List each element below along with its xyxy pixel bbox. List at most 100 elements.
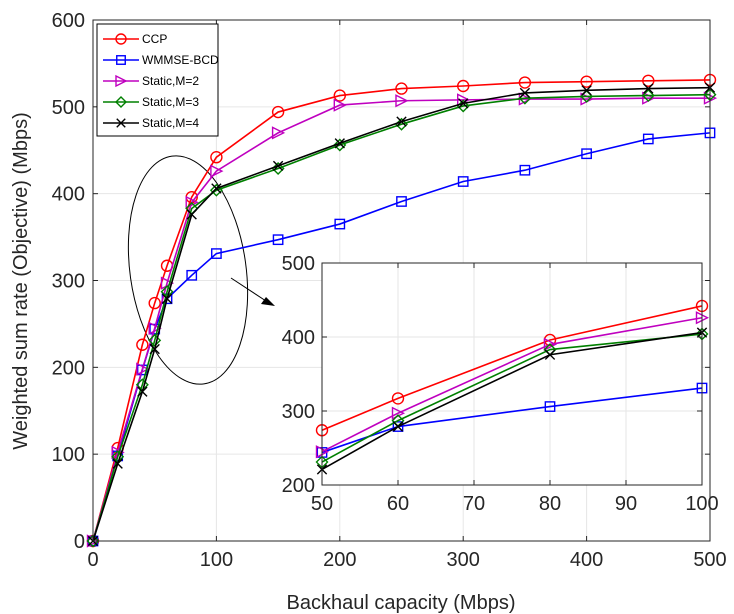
legend-marker bbox=[115, 74, 128, 88]
data-point bbox=[186, 209, 197, 220]
legend-marker bbox=[116, 55, 126, 65]
x-tick-label: 400 bbox=[570, 549, 603, 571]
series-line-3 bbox=[92, 93, 711, 542]
data-point bbox=[136, 338, 149, 351]
data-point bbox=[333, 138, 347, 152]
inset-y-tick-label: 400 bbox=[282, 327, 315, 349]
legend-label: WMMSE-BCD bbox=[142, 53, 219, 67]
data-point bbox=[642, 133, 654, 145]
data-point bbox=[271, 105, 285, 119]
data-point bbox=[396, 116, 407, 127]
legend-label: Static,M=3 bbox=[142, 95, 199, 109]
inset-y-tick-label: 300 bbox=[282, 401, 315, 423]
data-point bbox=[580, 75, 593, 88]
data-point bbox=[149, 343, 160, 355]
data-point bbox=[581, 148, 592, 160]
data-point bbox=[395, 94, 409, 108]
inset-series bbox=[315, 299, 710, 475]
data-point bbox=[333, 98, 347, 112]
inset-data-point bbox=[392, 421, 404, 432]
y-axis-title: Weighted sum rate (Objective) (Mbps) bbox=[10, 112, 32, 450]
data-point bbox=[458, 98, 469, 109]
data-point bbox=[148, 296, 161, 310]
inset-series-line-3 bbox=[321, 333, 703, 463]
x-tick-label: 100 bbox=[200, 549, 233, 571]
legend-marker bbox=[116, 118, 126, 128]
zoom-arrowhead bbox=[261, 297, 275, 306]
series-line-2 bbox=[92, 97, 710, 542]
inset-series-line-4 bbox=[321, 331, 703, 471]
data-point bbox=[148, 321, 162, 335]
inset-area bbox=[322, 263, 702, 485]
inset-x-tick-label: 100 bbox=[685, 493, 718, 515]
main-axes bbox=[92, 19, 711, 542]
inset-axes-box bbox=[321, 262, 703, 486]
inset-series-line-2 bbox=[321, 316, 703, 453]
x-axis-title: Backhaul capacity (Mbps) bbox=[287, 592, 516, 614]
inset-data-point bbox=[544, 349, 556, 360]
data-point bbox=[86, 534, 100, 548]
y-tick-label: 0 bbox=[74, 531, 85, 553]
data-point bbox=[334, 138, 345, 149]
data-point bbox=[112, 458, 123, 469]
inset-data-point bbox=[391, 392, 405, 405]
inset-data-point bbox=[392, 421, 404, 432]
data-point bbox=[186, 269, 198, 281]
data-point bbox=[519, 164, 531, 176]
inset-y-tick-label: 500 bbox=[282, 253, 315, 275]
data-point bbox=[211, 183, 222, 194]
zoom-arrow bbox=[230, 277, 267, 302]
legend: CCP WMMSE-BCD Static,M=2 Static,M=3 Static,M… bbox=[96, 23, 219, 137]
legend-marker bbox=[115, 33, 127, 45]
data-point bbox=[519, 87, 531, 99]
inset-x-tick-label: 70 bbox=[463, 493, 485, 515]
series-line-0 bbox=[92, 79, 711, 542]
data-point bbox=[333, 89, 346, 102]
data-point bbox=[581, 85, 592, 96]
data-point bbox=[518, 76, 532, 89]
legend-label: Static,M=2 bbox=[142, 74, 199, 88]
inset-data-point bbox=[544, 401, 556, 412]
data-point bbox=[211, 248, 222, 259]
legend-marker bbox=[115, 96, 127, 108]
data-point bbox=[136, 362, 150, 376]
data-point bbox=[271, 126, 286, 140]
inset-series-line-0 bbox=[321, 305, 703, 431]
data-point bbox=[161, 293, 173, 304]
data-point bbox=[137, 386, 148, 397]
zoom-ellipse bbox=[127, 155, 249, 385]
inset-x-tick-label: 60 bbox=[387, 493, 409, 515]
y-tick-label: 200 bbox=[52, 357, 85, 379]
y-tick-label: 400 bbox=[52, 184, 85, 206]
y-tick-label: 500 bbox=[52, 97, 85, 119]
inset-y-tick-label: 200 bbox=[282, 475, 315, 497]
x-tick-label: 500 bbox=[693, 549, 726, 571]
data-point bbox=[185, 195, 199, 209]
y-tick-label: 100 bbox=[52, 444, 85, 466]
data-point bbox=[641, 89, 655, 103]
y-tick-label: 600 bbox=[52, 10, 85, 32]
inset-x-tick-label: 90 bbox=[615, 493, 637, 515]
data-point bbox=[210, 150, 223, 164]
inset-ticks: 50 60 70 80 90 100 200 300 400 500 bbox=[282, 253, 719, 515]
data-point bbox=[457, 176, 469, 187]
main-ticks: 0 100 200 300 400 500 0 100 200 300 400 500 600 bbox=[52, 10, 727, 571]
data-point bbox=[272, 234, 284, 246]
legend-label: Static,M=4 bbox=[142, 116, 199, 130]
inset-axes bbox=[321, 262, 703, 486]
data-point bbox=[209, 183, 223, 197]
data-point bbox=[643, 83, 654, 94]
y-tick-label: 300 bbox=[52, 271, 85, 293]
inset-x-tick-label: 50 bbox=[311, 493, 333, 515]
x-tick-label: 300 bbox=[447, 549, 480, 571]
data-point bbox=[395, 82, 408, 95]
inset-x-tick-label: 80 bbox=[539, 493, 561, 515]
inset-data-point bbox=[543, 337, 558, 352]
data-point bbox=[642, 74, 655, 87]
data-point bbox=[334, 218, 346, 230]
data-point bbox=[272, 160, 284, 172]
data-point bbox=[396, 196, 407, 207]
inset-series-line-1 bbox=[321, 387, 703, 454]
legend-label: CCP bbox=[142, 32, 167, 46]
